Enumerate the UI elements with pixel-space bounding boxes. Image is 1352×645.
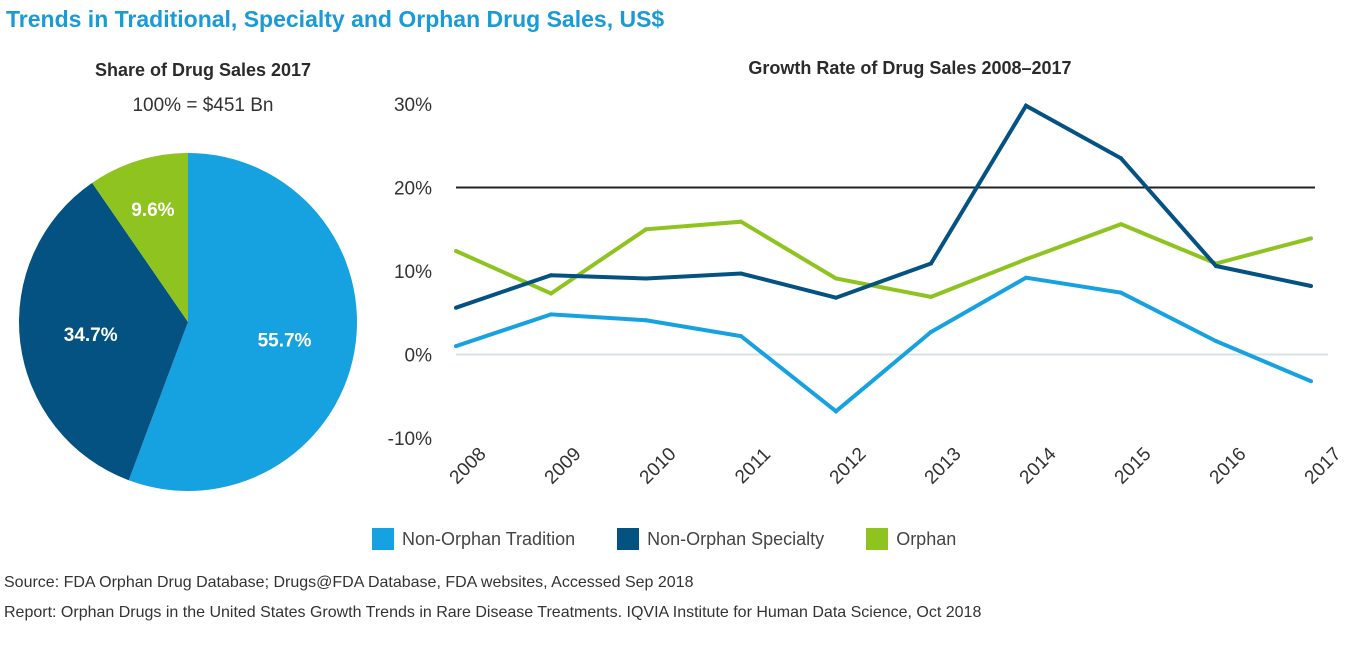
legend-item-specialty: Non-Orphan Specialty bbox=[617, 528, 824, 550]
data-point-orphan bbox=[1119, 222, 1123, 227]
x-tick-label: 2016 bbox=[1206, 444, 1251, 489]
legend-label-specialty: Non-Orphan Specialty bbox=[647, 528, 825, 549]
x-tick-label: 2010 bbox=[636, 444, 681, 489]
x-tick-label: 2011 bbox=[731, 444, 775, 488]
data-point-orphan bbox=[644, 227, 648, 232]
pie-slice-specialty bbox=[18, 182, 189, 481]
y-tick-label: -10% bbox=[388, 429, 432, 450]
data-point-traditional bbox=[739, 334, 743, 339]
data-point-orphan bbox=[834, 276, 838, 281]
data-point-orphan bbox=[1309, 236, 1313, 241]
data-point-specialty bbox=[1119, 156, 1123, 161]
pie-label-traditional: 55.7% bbox=[258, 331, 312, 352]
data-point-specialty bbox=[739, 271, 743, 276]
data-point-orphan bbox=[739, 219, 743, 224]
data-point-traditional bbox=[929, 330, 933, 334]
line-chart: 30% 20% 10% 0% -10% 2008 2009 2010 2011 2012 2013 2… bbox=[388, 95, 1346, 489]
x-tick-label: 2017 bbox=[1301, 444, 1346, 489]
legend-swatch-orphan bbox=[866, 528, 889, 550]
data-point-traditional bbox=[1024, 275, 1028, 280]
y-tick-label: 30% bbox=[394, 95, 432, 116]
data-point-orphan bbox=[1024, 257, 1028, 262]
legend-item-traditional: Non-Orphan Tradition bbox=[372, 528, 575, 550]
data-point-orphan bbox=[549, 291, 553, 296]
series-line-specialty bbox=[455, 103, 1312, 310]
y-tick-label: 10% bbox=[394, 262, 432, 283]
x-tick-label: 2008 bbox=[446, 444, 491, 489]
chart-title: Trends in Traditional, Specialty and Orp… bbox=[6, 6, 665, 32]
legend-label-traditional: Non-Orphan Tradition bbox=[402, 528, 576, 549]
y-tick-label: 20% bbox=[394, 179, 432, 200]
pie-chart-subtitle: 100% = $451 Bn bbox=[132, 95, 274, 116]
data-point-specialty bbox=[1214, 264, 1218, 268]
series-line-orphan bbox=[455, 219, 1312, 299]
data-point-specialty bbox=[644, 276, 648, 281]
legend-swatch-traditional bbox=[372, 528, 394, 550]
line-chart-title: Growth Rate of Drug Sales 2008–2017 bbox=[748, 58, 1072, 78]
series-line-traditional bbox=[455, 275, 1312, 414]
data-point-traditional bbox=[549, 312, 553, 317]
data-point-specialty bbox=[929, 261, 933, 266]
data-point-specialty bbox=[454, 305, 458, 310]
y-tick-label: 0% bbox=[405, 346, 433, 367]
x-tick-label: 2015 bbox=[1111, 444, 1156, 489]
x-tick-label: 2013 bbox=[921, 444, 966, 489]
data-point-traditional bbox=[834, 409, 838, 414]
data-point-traditional bbox=[1214, 339, 1218, 344]
data-point-orphan bbox=[454, 249, 458, 253]
x-tick-label: 2014 bbox=[1016, 443, 1061, 488]
x-tick-label: 2009 bbox=[541, 444, 586, 489]
pie-slice-orphan bbox=[92, 153, 188, 322]
data-point-specialty bbox=[549, 273, 553, 278]
pie-chart-title: Share of Drug Sales 2017 bbox=[94, 60, 312, 80]
source-note: Source: FDA Orphan Drug Database; Drugs@… bbox=[4, 574, 694, 591]
data-point-traditional bbox=[1119, 290, 1123, 295]
report-note: Report: Orphan Drugs in the United State… bbox=[4, 604, 982, 621]
legend-label-orphan: Orphan bbox=[896, 528, 957, 549]
data-point-specialty bbox=[834, 295, 838, 300]
legend-item-orphan: Orphan bbox=[866, 528, 956, 550]
legend: Non-Orphan Tradition Non-Orphan Specialt… bbox=[372, 527, 998, 551]
pie-label-specialty: 34.7% bbox=[64, 325, 118, 346]
x-tick-label: 2012 bbox=[826, 444, 871, 489]
data-point-specialty bbox=[1309, 284, 1313, 288]
legend-swatch-specialty bbox=[617, 528, 640, 550]
pie-chart: 55.7% 34.7% 9.6% bbox=[18, 153, 357, 492]
data-point-orphan bbox=[929, 294, 933, 299]
pie-slice-traditional bbox=[128, 153, 357, 492]
data-point-traditional bbox=[644, 318, 648, 323]
data-point-traditional bbox=[1309, 379, 1313, 384]
pie-label-orphan: 9.6% bbox=[131, 200, 174, 221]
data-point-specialty bbox=[1024, 103, 1028, 108]
data-point-traditional bbox=[454, 344, 458, 349]
